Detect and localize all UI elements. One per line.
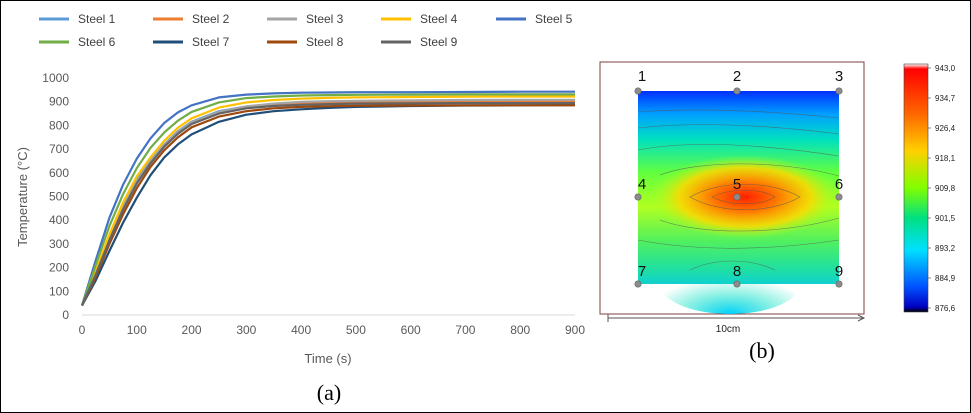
legend-label: Steel 5 [535, 12, 573, 26]
x-tick-label: 300 [236, 323, 256, 337]
point-label: 4 [638, 176, 646, 193]
colorbar-tick-label: 918,1 [935, 154, 956, 163]
y-tick-label: 100 [49, 284, 69, 298]
legend-label: Steel 3 [306, 12, 344, 26]
colorbar-tick-label: 876,6 [935, 304, 956, 313]
y-tick-label: 900 [49, 95, 69, 109]
y-tick-label: 200 [49, 261, 69, 275]
measurement-point [634, 87, 642, 95]
point-label: 3 [835, 68, 843, 85]
colorbar-tick-label: 934,7 [935, 94, 956, 103]
measurement-points: 1 2 3 4 5 6 7 8 9 [634, 68, 843, 288]
measurement-point [835, 280, 843, 288]
point-label: 7 [638, 263, 646, 280]
x-tick-label: 500 [346, 323, 366, 337]
measurement-point [733, 193, 741, 201]
point-label: 1 [638, 68, 646, 85]
x-tick-label: 0 [79, 323, 86, 337]
x-tick-label: 900 [565, 323, 585, 337]
series-group [80, 90, 576, 307]
temperature-chart: Steel 1 Steel 2 Steel 3 Steel 4 Steel 5 Steel… [15, 12, 585, 405]
legend: Steel 1 Steel 2 Steel 3 Steel 4 Steel 5 Steel… [39, 12, 573, 49]
point-label: 8 [733, 263, 741, 280]
colorbar-tick-label: 893,2 [935, 244, 956, 253]
legend-label: Steel 1 [78, 12, 116, 26]
y-tick-label: 1000 [42, 71, 69, 85]
map-outer-border [599, 61, 865, 315]
colorbar-tick-label: 926,4 [935, 124, 956, 133]
y-tick-label: 700 [49, 142, 69, 156]
panel-label-b: (b) [749, 338, 775, 363]
x-axis-label: Time (s) [304, 351, 351, 366]
measurement-point [733, 87, 741, 95]
y-tick-label: 500 [49, 190, 69, 204]
colorbar [903, 63, 929, 313]
y-axis-label: Temperature (°C) [15, 147, 30, 247]
point-label: 2 [733, 68, 741, 85]
x-tick-label: 600 [401, 323, 421, 337]
measurement-point [835, 193, 843, 201]
map-hotspot [650, 155, 840, 239]
series-line-steel-8 [81, 104, 575, 306]
x-tick-label: 700 [455, 323, 475, 337]
scale-bar: 10cm [607, 314, 866, 335]
legend-label: Steel 9 [420, 35, 458, 49]
point-label: 6 [835, 176, 843, 193]
y-tick-label: 600 [49, 166, 69, 180]
point-label: 9 [835, 263, 843, 280]
chart-axes: 0 100 200 300 400 500 600 700 800 900 0 100 200 300 40… [42, 71, 585, 337]
y-tick-label: 800 [49, 118, 69, 132]
measurement-point [634, 193, 642, 201]
series-line-steel-7 [81, 103, 576, 307]
measurement-point [835, 87, 843, 95]
colorbar-tick-label: 943,0 [935, 64, 956, 73]
map-cool-bottom [660, 254, 800, 314]
series-line-steel-4 [80, 95, 575, 306]
colorbar-tick-label: 901,5 [935, 214, 956, 223]
x-tick-label: 200 [182, 323, 202, 337]
map-contours [637, 109, 840, 271]
colorbar-tick-label: 909,8 [935, 184, 956, 193]
measurement-point [733, 280, 741, 288]
legend-label: Steel 6 [78, 35, 116, 49]
legend-label: Steel 4 [420, 12, 458, 26]
series-line-steel-9 [80, 101, 575, 306]
measurement-point [634, 280, 642, 288]
colorbar-ticks: 943,0 934,7 926,4 918,1 909,8 901,5 893,2 884,9… [928, 64, 956, 313]
x-tick-label: 400 [291, 323, 311, 337]
x-tick-label: 100 [127, 323, 147, 337]
colorbar-tick-label: 884,9 [935, 274, 956, 283]
legend-label: Steel 8 [306, 35, 344, 49]
y-tick-label: 0 [62, 308, 69, 322]
point-label: 5 [733, 176, 741, 193]
series-line-steel-6 [80, 93, 575, 306]
panel-label-a: (a) [317, 380, 341, 405]
scale-bar-label: 10cm [716, 324, 740, 335]
series-line-steel-5 [80, 90, 575, 306]
temperature-map: 1 2 3 4 5 6 7 8 9 10cm 943,0 934,7 926,4 918,1 909,8… [599, 61, 956, 363]
y-tick-label: 300 [49, 237, 69, 251]
y-tick-label: 400 [49, 213, 69, 227]
x-tick-label: 800 [510, 323, 530, 337]
legend-label: Steel 7 [192, 35, 230, 49]
legend-label: Steel 2 [192, 12, 230, 26]
